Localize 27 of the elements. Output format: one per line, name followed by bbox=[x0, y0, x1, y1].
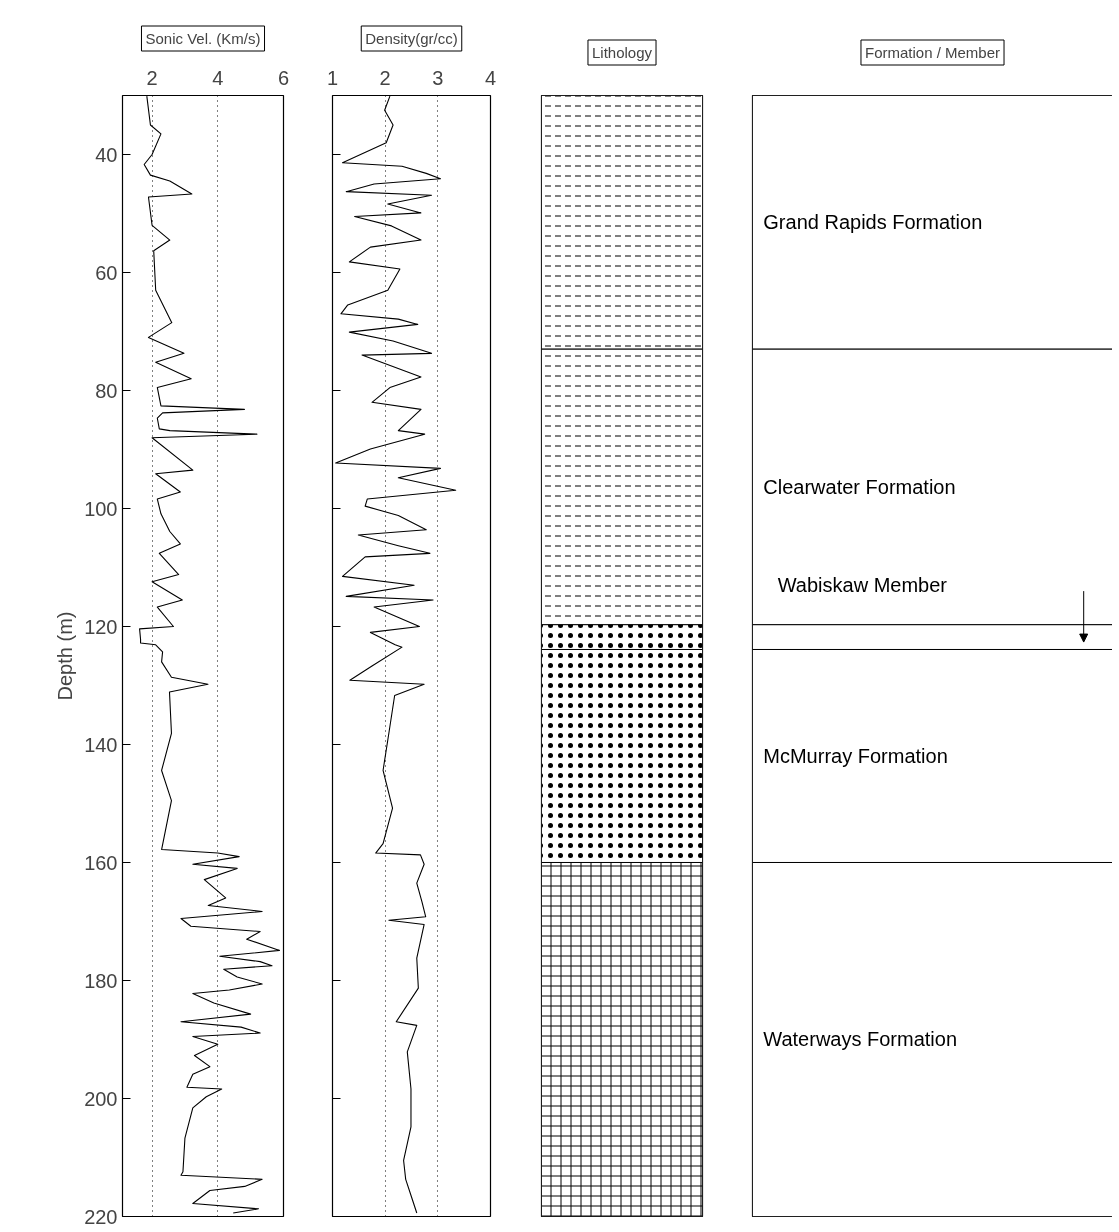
y-tick-label: 160 bbox=[84, 851, 118, 874]
x-tick-label: 1 bbox=[326, 66, 339, 89]
y-tick-label: 60 bbox=[95, 261, 118, 284]
x-tick-label: 2 bbox=[379, 66, 391, 89]
series-label: McMurray Formation bbox=[763, 744, 948, 767]
chart-title: Sonic Vel. (Km/s) bbox=[145, 30, 261, 47]
series-label: Clearwater Formation bbox=[763, 475, 956, 498]
series-label: Grand Rapids Formation bbox=[763, 211, 983, 234]
y-tick-label: 40 bbox=[95, 143, 118, 166]
y-axis-title: Depth (m) bbox=[54, 611, 77, 701]
chart-title: Density(gr/cc) bbox=[365, 30, 458, 47]
y-tick-label: 200 bbox=[84, 1087, 118, 1110]
series-label: Waterways Formation bbox=[763, 1028, 958, 1051]
series-label: Wabiskaw Member bbox=[777, 574, 948, 597]
chart-title: Lithology bbox=[591, 44, 653, 61]
chart-title: Formation / Member bbox=[864, 44, 1001, 61]
y-tick-label: 100 bbox=[84, 497, 118, 520]
x-tick-label: 4 bbox=[212, 66, 224, 89]
y-tick-label: 180 bbox=[84, 969, 118, 992]
y-tick-label: 120 bbox=[84, 615, 118, 638]
x-tick-label: 6 bbox=[277, 66, 290, 89]
x-tick-label: 4 bbox=[484, 66, 497, 89]
y-tick-label: 80 bbox=[95, 379, 118, 402]
x-tick-label: 2 bbox=[146, 66, 158, 89]
y-tick-label: 140 bbox=[84, 733, 118, 756]
y-tick-label: 220 bbox=[84, 1205, 118, 1228]
x-tick-label: 3 bbox=[432, 66, 444, 89]
